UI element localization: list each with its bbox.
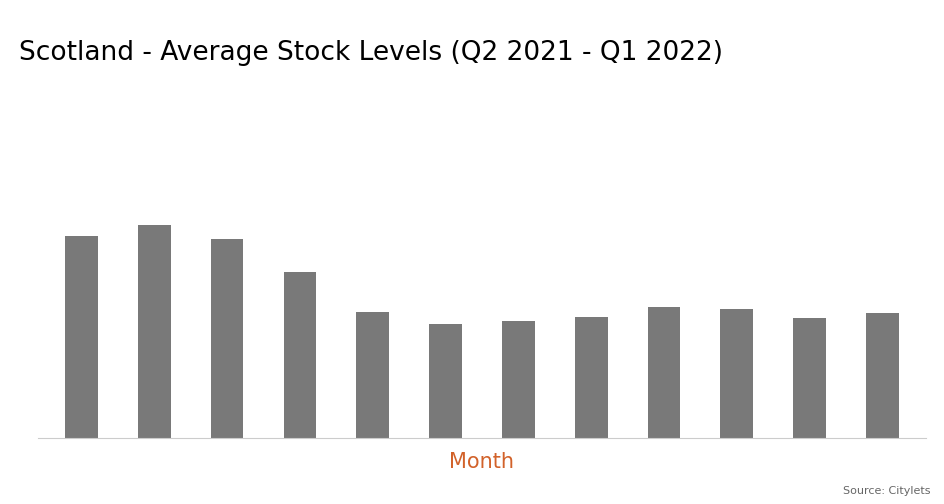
Text: Scotland - Average Stock Levels (Q2 2021 - Q1 2022): Scotland - Average Stock Levels (Q2 2021… [19, 40, 722, 67]
Bar [792, 318, 825, 438]
Bar [356, 311, 389, 438]
Text: Source: Citylets: Source: Citylets [842, 486, 930, 496]
Bar [574, 317, 607, 438]
Bar [865, 313, 898, 438]
Bar [65, 236, 98, 438]
Bar [501, 321, 534, 438]
Bar [647, 306, 680, 438]
Bar [283, 272, 316, 438]
Bar [429, 324, 462, 438]
X-axis label: Month: Month [449, 453, 514, 472]
Bar [211, 239, 244, 438]
Bar [138, 225, 171, 438]
Bar [719, 309, 752, 438]
